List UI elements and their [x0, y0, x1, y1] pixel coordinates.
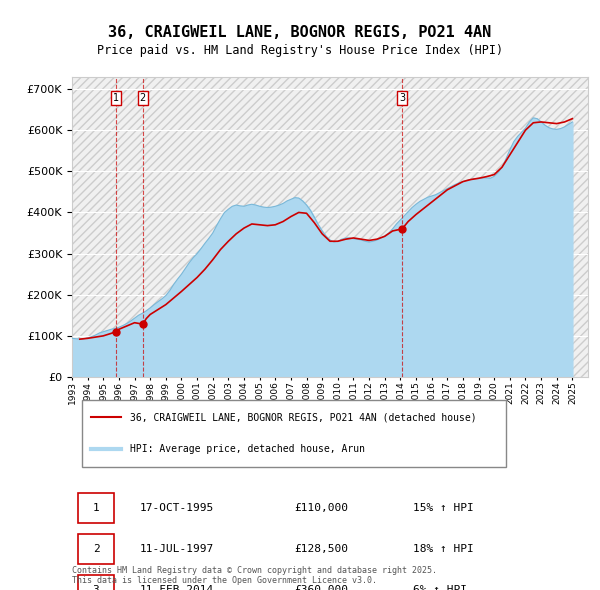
Text: £128,500: £128,500 [295, 544, 349, 554]
Text: 2: 2 [92, 544, 100, 554]
Text: 36, CRAIGWEIL LANE, BOGNOR REGIS, PO21 4AN (detached house): 36, CRAIGWEIL LANE, BOGNOR REGIS, PO21 4… [130, 412, 476, 422]
Text: 11-FEB-2014: 11-FEB-2014 [140, 585, 214, 590]
FancyBboxPatch shape [78, 535, 114, 564]
FancyBboxPatch shape [78, 575, 114, 590]
FancyBboxPatch shape [82, 400, 506, 467]
Text: Price paid vs. HM Land Registry's House Price Index (HPI): Price paid vs. HM Land Registry's House … [97, 44, 503, 57]
Text: 11-JUL-1997: 11-JUL-1997 [140, 544, 214, 554]
Text: 2: 2 [140, 93, 146, 103]
Text: £360,000: £360,000 [295, 585, 349, 590]
Text: 6% ↑ HPI: 6% ↑ HPI [413, 585, 467, 590]
Text: 3: 3 [92, 585, 100, 590]
Text: Contains HM Land Registry data © Crown copyright and database right 2025.
This d: Contains HM Land Registry data © Crown c… [72, 566, 437, 585]
Text: £110,000: £110,000 [295, 503, 349, 513]
Text: 1: 1 [113, 93, 119, 103]
Text: 15% ↑ HPI: 15% ↑ HPI [413, 503, 474, 513]
Text: 36, CRAIGWEIL LANE, BOGNOR REGIS, PO21 4AN: 36, CRAIGWEIL LANE, BOGNOR REGIS, PO21 4… [109, 25, 491, 40]
Text: 18% ↑ HPI: 18% ↑ HPI [413, 544, 474, 554]
Text: HPI: Average price, detached house, Arun: HPI: Average price, detached house, Arun [130, 444, 365, 454]
FancyBboxPatch shape [78, 493, 114, 523]
Text: 3: 3 [399, 93, 405, 103]
Text: 1: 1 [92, 503, 100, 513]
Text: 17-OCT-1995: 17-OCT-1995 [140, 503, 214, 513]
